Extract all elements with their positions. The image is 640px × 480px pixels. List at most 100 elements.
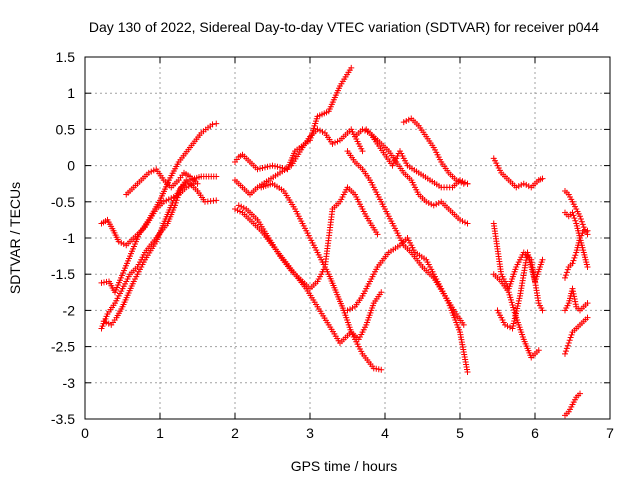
series-arc-4c bbox=[490, 271, 542, 361]
y-tick-label: 0 bbox=[67, 158, 75, 174]
data-point bbox=[570, 288, 577, 295]
x-tick-label: 1 bbox=[156, 425, 164, 441]
data-point bbox=[579, 221, 586, 228]
series-arc-5c bbox=[562, 227, 591, 281]
series-arc-5f bbox=[562, 390, 583, 419]
data-point bbox=[572, 301, 579, 308]
data-points bbox=[98, 64, 591, 419]
data-point bbox=[568, 331, 575, 338]
y-axis-label: SDTVAR / TECUs bbox=[7, 182, 23, 294]
data-point bbox=[577, 390, 583, 397]
series-arc-2e bbox=[258, 180, 385, 343]
data-point bbox=[512, 310, 519, 317]
data-point bbox=[508, 299, 515, 306]
data-point bbox=[571, 293, 578, 300]
x-tick-label: 6 bbox=[531, 425, 539, 441]
data-point bbox=[571, 296, 578, 303]
series-arc-3c bbox=[352, 126, 471, 191]
data-point bbox=[569, 260, 576, 267]
series-arc-4a bbox=[490, 155, 546, 191]
series-arc-1c bbox=[100, 177, 220, 328]
data-point bbox=[194, 180, 201, 187]
y-tick-label: -0.5 bbox=[51, 194, 75, 210]
data-point bbox=[570, 212, 577, 219]
y-tick-label: 0.5 bbox=[56, 121, 76, 137]
data-point bbox=[535, 347, 542, 354]
data-point bbox=[378, 366, 385, 373]
data-point bbox=[565, 339, 572, 346]
data-point bbox=[515, 297, 522, 304]
data-point bbox=[378, 289, 385, 296]
data-point bbox=[584, 227, 591, 234]
data-point bbox=[516, 295, 523, 302]
data-point bbox=[514, 305, 521, 312]
data-point bbox=[539, 175, 546, 182]
data-point bbox=[569, 209, 576, 216]
x-tick-label: 5 bbox=[456, 425, 464, 441]
data-point bbox=[505, 289, 512, 296]
data-point bbox=[564, 342, 571, 349]
data-point bbox=[213, 120, 220, 127]
data-point bbox=[571, 215, 578, 222]
data-point bbox=[464, 220, 471, 227]
data-point bbox=[511, 307, 517, 314]
data-point bbox=[584, 314, 591, 321]
x-tick-label: 0 bbox=[81, 425, 89, 441]
series-arc-3b bbox=[344, 235, 471, 375]
data-point bbox=[359, 148, 366, 155]
data-point bbox=[513, 307, 520, 314]
y-tick-label: -3 bbox=[63, 375, 76, 391]
y-tick-label: 1 bbox=[67, 85, 75, 101]
series-arc-3e bbox=[400, 115, 471, 187]
data-point bbox=[508, 296, 514, 303]
data-point bbox=[511, 315, 518, 322]
y-tick-label: -1 bbox=[63, 230, 76, 246]
data-point bbox=[509, 301, 516, 308]
series-arc-3d bbox=[363, 126, 471, 227]
data-point bbox=[374, 231, 381, 238]
data-point bbox=[506, 291, 513, 298]
data-point bbox=[571, 254, 578, 261]
data-point bbox=[514, 302, 521, 309]
data-point bbox=[566, 337, 573, 344]
data-point bbox=[569, 285, 576, 292]
data-point bbox=[515, 300, 522, 307]
series-arc-1e bbox=[123, 166, 201, 198]
data-point bbox=[460, 321, 467, 328]
data-point bbox=[584, 300, 591, 307]
data-point bbox=[562, 350, 568, 357]
x-tick-label: 7 bbox=[606, 425, 614, 441]
data-point bbox=[564, 266, 571, 273]
data-point bbox=[507, 294, 514, 301]
data-point bbox=[348, 64, 355, 71]
plot-frame bbox=[84, 56, 611, 420]
data-point bbox=[511, 317, 518, 324]
x-axis-label: GPS time / hours bbox=[291, 458, 398, 474]
data-point bbox=[209, 121, 216, 128]
series-arc-4d bbox=[494, 249, 546, 332]
data-point bbox=[562, 272, 569, 279]
data-point bbox=[572, 252, 579, 259]
data-point bbox=[213, 173, 220, 180]
data-point bbox=[539, 307, 546, 314]
series-arc-1d bbox=[98, 180, 197, 249]
data-point bbox=[567, 334, 574, 341]
series-arc-5d bbox=[562, 285, 591, 314]
data-point bbox=[584, 263, 591, 270]
data-point bbox=[464, 368, 471, 375]
series-arc-5e bbox=[562, 314, 591, 357]
data-point bbox=[512, 312, 519, 319]
data-point bbox=[539, 256, 546, 263]
data-point bbox=[510, 320, 517, 327]
data-point bbox=[213, 197, 220, 204]
data-point bbox=[578, 218, 585, 225]
data-point bbox=[509, 325, 516, 332]
y-tick-label: 1.5 bbox=[56, 49, 76, 65]
data-point bbox=[577, 215, 584, 222]
y-tick-label: -2.5 bbox=[51, 339, 75, 355]
data-point bbox=[563, 269, 570, 276]
data-point bbox=[562, 274, 568, 281]
data-point bbox=[562, 348, 569, 355]
data-point bbox=[510, 322, 517, 329]
